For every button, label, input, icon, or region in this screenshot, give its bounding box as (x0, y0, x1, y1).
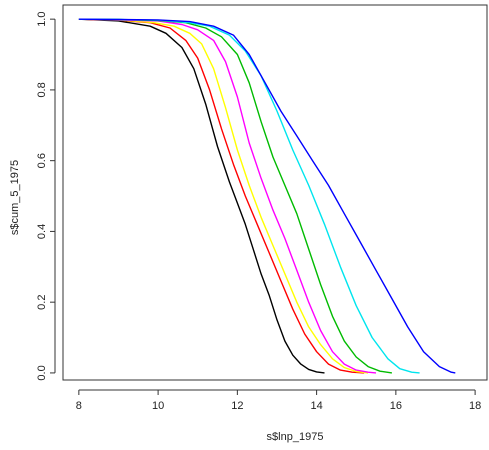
y-tick-label: 0.8 (36, 82, 48, 97)
y-tick-label: 0.4 (36, 224, 48, 239)
y-axis: 0.0 0.2 0.4 0.6 0.8 1.0 (36, 12, 56, 381)
series-line-1 (78, 18, 325, 374)
series-layer (78, 18, 456, 374)
x-tick-label: 10 (152, 400, 164, 412)
x-axis-label: s$lnp_1975 (267, 431, 324, 443)
x-tick-label: 14 (310, 400, 322, 412)
series-line-2 (78, 18, 365, 374)
y-axis-label: s$cum_5_1975 (9, 160, 21, 235)
series-line-6 (78, 18, 420, 374)
x-axis: 8 10 12 14 16 18 (76, 389, 481, 412)
series-line-4 (78, 18, 377, 374)
y-tick-label: 0.6 (36, 153, 48, 168)
series-line-5 (78, 18, 392, 374)
plot-frame (62, 4, 488, 381)
series-line-7 (78, 18, 456, 374)
y-tick-label: 0.0 (36, 365, 48, 380)
series-line-3 (78, 18, 369, 374)
x-tick-label: 18 (469, 400, 481, 412)
y-tick-label: 0.2 (36, 295, 48, 310)
x-tick-label: 8 (76, 400, 82, 412)
x-tick-label: 12 (231, 400, 243, 412)
x-tick-label: 16 (390, 400, 402, 412)
y-tick-label: 1.0 (36, 12, 48, 27)
